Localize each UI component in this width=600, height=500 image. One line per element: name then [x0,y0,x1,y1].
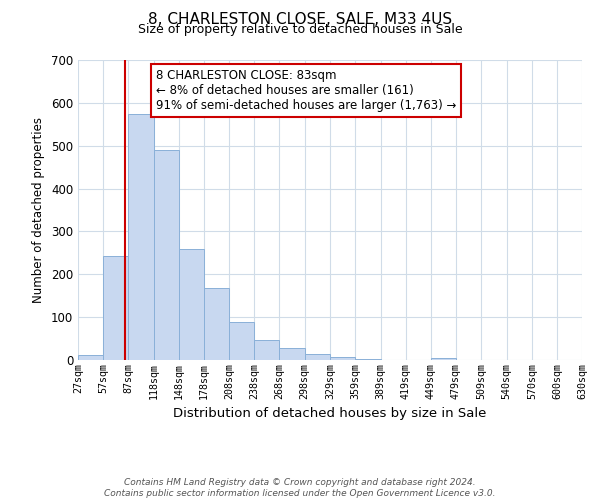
Text: Size of property relative to detached houses in Sale: Size of property relative to detached ho… [137,22,463,36]
Bar [229,322,254,360]
Bar [154,150,179,360]
Text: Contains HM Land Registry data © Crown copyright and database right 2024.
Contai: Contains HM Land Registry data © Crown c… [104,478,496,498]
Bar [280,348,305,360]
Bar [128,114,154,360]
Bar [204,288,229,360]
Bar [179,250,204,360]
X-axis label: Distribution of detached houses by size in Sale: Distribution of detached houses by size … [173,407,487,420]
Bar [305,354,331,360]
Text: 8 CHARLESTON CLOSE: 83sqm
← 8% of detached houses are smaller (161)
91% of semi-: 8 CHARLESTON CLOSE: 83sqm ← 8% of detach… [156,69,457,112]
Bar [331,357,355,360]
Bar [254,340,280,360]
Bar [355,359,380,360]
Bar [78,355,103,360]
Text: 8, CHARLESTON CLOSE, SALE, M33 4US: 8, CHARLESTON CLOSE, SALE, M33 4US [148,12,452,28]
Y-axis label: Number of detached properties: Number of detached properties [32,117,46,303]
Bar [431,358,456,360]
Bar [103,256,128,360]
